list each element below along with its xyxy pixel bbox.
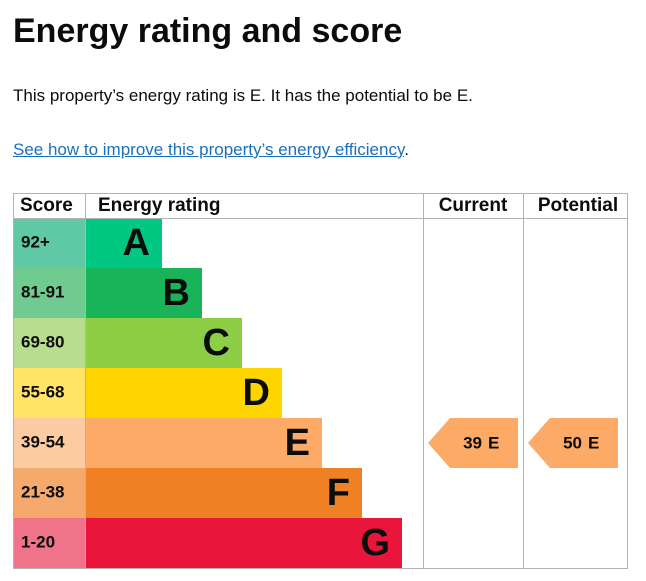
arrow-score: 50 <box>563 433 582 452</box>
rating-letter: E <box>285 422 310 464</box>
arrow-score: 39 <box>463 433 482 452</box>
link-suffix: . <box>404 140 409 159</box>
score-cell <box>13 218 85 268</box>
score-band: 21-38 <box>21 482 64 501</box>
table-border <box>13 193 628 569</box>
score-cell <box>13 468 85 518</box>
column-header: Potential <box>538 195 618 216</box>
rating-letter: A <box>123 222 150 264</box>
column-header: Score <box>20 195 73 216</box>
arrow-shape <box>428 418 518 468</box>
link-line: See how to improve this property’s energ… <box>13 140 409 160</box>
rating-bar <box>85 418 322 468</box>
score-cell <box>13 418 85 468</box>
score-band: 55-68 <box>21 382 64 401</box>
score-band: 69-80 <box>21 332 64 351</box>
arrow-rating: E <box>488 433 499 452</box>
title: Energy rating and score <box>13 12 403 50</box>
score-cell <box>13 268 85 318</box>
column-header: Energy rating <box>98 195 220 216</box>
rating-letter: C <box>203 322 230 364</box>
arrow-rating: E <box>588 433 599 452</box>
rating-letter: F <box>327 472 350 514</box>
score-cell <box>13 518 85 568</box>
score-band: 39-54 <box>21 432 65 451</box>
rating-bar <box>85 218 162 268</box>
score-cell <box>13 318 85 368</box>
potential-arrow: 50 E <box>528 418 618 468</box>
score-band: 1-20 <box>21 532 55 551</box>
current-arrow: 39 E <box>428 418 518 468</box>
improve-link[interactable]: See how to improve this property’s energ… <box>13 140 405 159</box>
rating-bar <box>85 518 402 568</box>
score-cell <box>13 368 85 418</box>
rating-letter: B <box>163 272 190 314</box>
rating-bar <box>85 318 242 368</box>
rating-bar <box>85 468 362 518</box>
rating-letter: D <box>243 372 270 414</box>
score-band: 92+ <box>21 232 50 251</box>
rating-bar <box>85 268 202 318</box>
arrow-shape <box>528 418 618 468</box>
score-band: 81-91 <box>21 282 64 301</box>
rating-letter: G <box>360 522 390 564</box>
intro: This property’s energy rating is E. It h… <box>13 86 473 105</box>
rating-bar <box>85 368 282 418</box>
column-header: Current <box>439 195 508 216</box>
